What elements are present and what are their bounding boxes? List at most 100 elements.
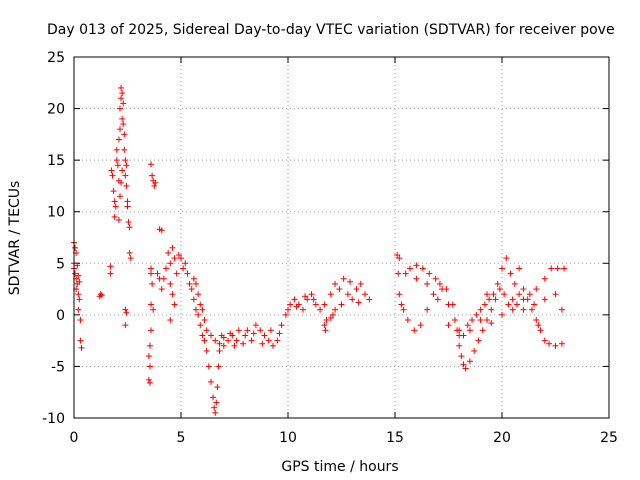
y-tick-label: -5: [51, 359, 65, 375]
data-point: [195, 311, 202, 318]
data-point: [145, 353, 152, 360]
data-point: [120, 121, 127, 128]
data-point: [402, 270, 409, 277]
data-point: [250, 330, 257, 337]
data-point: [520, 306, 527, 313]
y-tick-label: 25: [47, 50, 65, 66]
data-point: [72, 270, 79, 277]
data-point: [558, 306, 565, 313]
data-point: [98, 292, 105, 299]
data-point: [195, 291, 202, 298]
data-point: [317, 306, 324, 313]
x-tick-label: 15: [386, 430, 404, 446]
data-point: [160, 275, 167, 282]
data-point: [111, 213, 118, 220]
data-point: [426, 270, 433, 277]
data-point: [533, 317, 540, 324]
data-point: [175, 252, 182, 259]
data-point: [516, 265, 523, 272]
data-point: [535, 322, 542, 329]
data-point: [395, 270, 402, 277]
data-point: [492, 296, 499, 303]
data-point: [210, 394, 217, 401]
data-point: [304, 296, 311, 303]
data-point: [329, 311, 336, 318]
data-point: [400, 306, 407, 313]
data-point: [274, 337, 281, 344]
data-point: [118, 95, 125, 102]
data-point: [124, 203, 131, 210]
data-point: [338, 301, 345, 308]
data-point: [327, 291, 334, 298]
data-point: [97, 291, 104, 298]
data-point: [261, 332, 268, 339]
data-point: [148, 301, 155, 308]
data-point: [220, 342, 227, 349]
data-point: [182, 260, 189, 267]
data-point: [259, 340, 266, 347]
data-point: [169, 291, 176, 298]
data-point: [533, 286, 540, 293]
data-point: [110, 188, 117, 195]
data-point: [184, 270, 191, 277]
data-point: [308, 291, 315, 298]
data-point: [322, 327, 329, 334]
data-point: [406, 265, 413, 272]
data-point: [494, 280, 501, 287]
data-point: [520, 286, 527, 293]
data-point: [505, 301, 512, 308]
data-point: [299, 306, 306, 313]
data-point: [124, 198, 131, 205]
data-point: [148, 161, 155, 168]
data-point: [554, 265, 561, 272]
data-point: [120, 100, 127, 107]
data-point: [449, 301, 456, 308]
y-axis-label: SDTVAR / TECUs: [7, 181, 23, 296]
data-point: [552, 291, 559, 298]
data-point: [267, 327, 274, 334]
axes: 0 5 10 15 20 25 -10 -5 0 5 10 15 20 25: [42, 50, 618, 446]
data-point: [211, 404, 218, 411]
data-point: [323, 317, 330, 324]
data-point: [424, 306, 431, 313]
data-point: [205, 363, 212, 370]
data-point: [167, 317, 174, 324]
data-point: [215, 363, 222, 370]
data-point: [220, 334, 227, 341]
data-point: [121, 146, 128, 153]
data-point: [477, 317, 484, 324]
data-point: [216, 340, 223, 347]
grid: [74, 57, 609, 418]
data-point: [150, 306, 157, 313]
data-point: [152, 179, 159, 186]
data-point: [77, 337, 84, 344]
data-point: [123, 309, 130, 316]
data-point: [115, 136, 122, 143]
data-point: [541, 337, 548, 344]
data-point: [430, 291, 437, 298]
data-point: [117, 105, 124, 112]
data-point: [252, 322, 259, 329]
data-point: [122, 306, 129, 313]
data-point: [507, 270, 514, 277]
data-point: [122, 172, 129, 179]
data-point: [561, 265, 568, 272]
data-point: [117, 193, 124, 200]
data-point: [146, 363, 153, 370]
data-point: [394, 252, 401, 259]
data-point: [186, 280, 193, 287]
data-point: [357, 280, 364, 287]
data-point: [413, 275, 420, 282]
data-point: [165, 249, 172, 256]
y-tick-label: -10: [42, 411, 65, 427]
y-tick-label: 5: [56, 256, 65, 272]
data-point: [499, 265, 505, 272]
data-point: [76, 296, 83, 303]
data-point: [456, 332, 463, 339]
data-point: [469, 317, 476, 324]
plot-frame: [73, 56, 610, 419]
data-point: [158, 227, 165, 234]
data-point: [546, 340, 553, 347]
data-point: [347, 278, 354, 285]
data-point: [118, 179, 125, 186]
